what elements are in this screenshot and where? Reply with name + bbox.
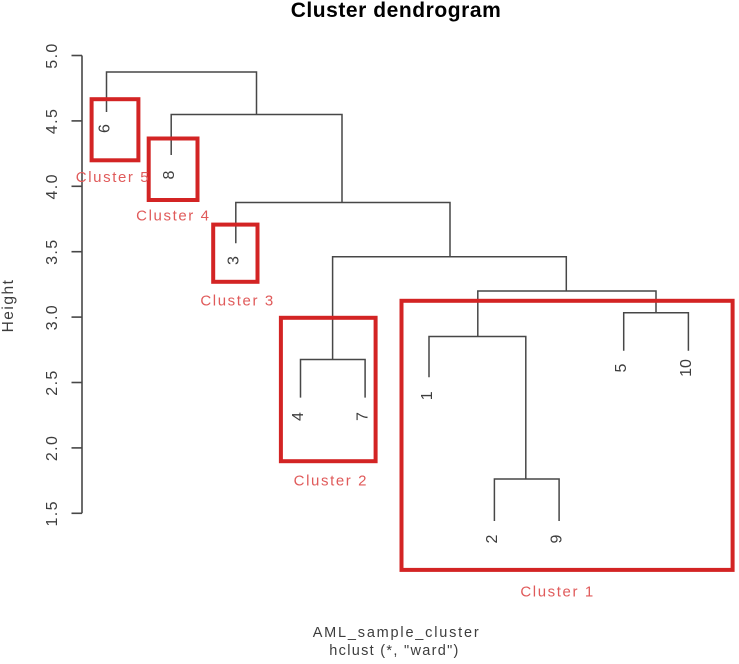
svg-text:5.0: 5.0 (44, 42, 61, 68)
svg-text:4.5: 4.5 (44, 108, 61, 134)
svg-text:3.0: 3.0 (44, 304, 61, 330)
svg-text:2.5: 2.5 (44, 369, 61, 395)
svg-text:7: 7 (355, 412, 372, 421)
svg-text:8: 8 (161, 170, 178, 179)
svg-text:1: 1 (419, 391, 436, 400)
svg-text:1.5: 1.5 (44, 500, 61, 526)
svg-text:Cluster 4: Cluster 4 (136, 208, 210, 225)
svg-text:Cluster 1: Cluster 1 (520, 584, 594, 601)
svg-text:9: 9 (549, 534, 566, 543)
svg-text:Cluster 3: Cluster 3 (200, 293, 274, 310)
svg-text:Height: Height (0, 279, 17, 333)
svg-text:Cluster 5: Cluster 5 (76, 169, 150, 186)
svg-text:3: 3 (226, 256, 243, 265)
svg-text:10: 10 (678, 359, 695, 377)
svg-text:Cluster 2: Cluster 2 (294, 473, 368, 490)
svg-text:4.0: 4.0 (44, 173, 61, 199)
svg-text:2: 2 (484, 534, 501, 543)
svg-text:2.0: 2.0 (44, 435, 61, 461)
svg-text:4: 4 (290, 412, 307, 421)
svg-text:Cluster dendrogram: Cluster dendrogram (291, 0, 502, 22)
svg-text:6: 6 (97, 124, 114, 133)
svg-text:AML_sample_cluster: AML_sample_cluster (313, 625, 481, 641)
svg-text:3.5: 3.5 (44, 238, 61, 264)
svg-text:5: 5 (613, 363, 630, 372)
svg-text:hclust (*, "ward"): hclust (*, "ward") (329, 643, 459, 659)
